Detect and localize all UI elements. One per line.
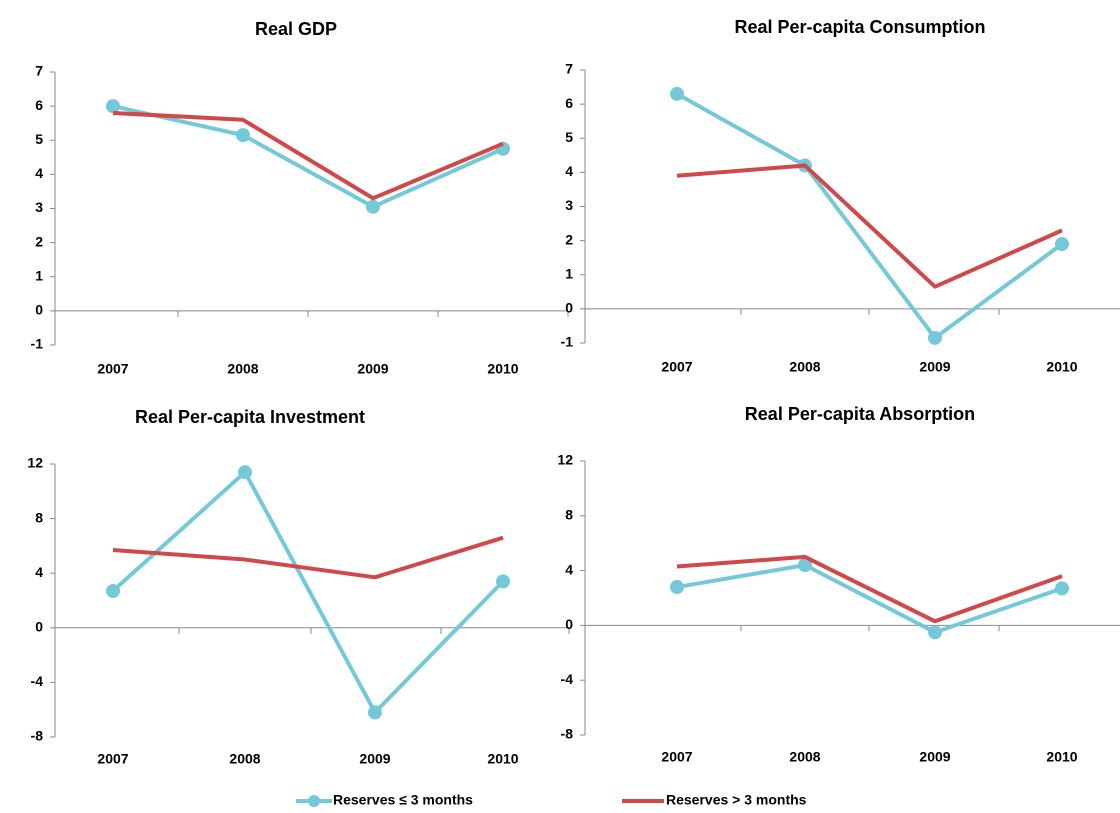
x-tick-label: 2007 [661, 359, 692, 375]
x-tick-label: 2009 [919, 749, 950, 765]
x-tick-label: 2008 [227, 361, 258, 377]
y-tick-label: 1 [565, 265, 573, 281]
y-tick-label: -8 [31, 728, 44, 744]
series-line [112, 104, 504, 209]
y-tick-label: 12 [27, 455, 43, 471]
data-point [366, 199, 380, 214]
y-tick-label: 7 [35, 63, 43, 79]
data-point [1055, 581, 1069, 596]
legend-marker [308, 795, 320, 807]
x-tick-label: 2009 [357, 361, 388, 377]
panel: Real GDP -1 0 1 2 3 4 5 6 7 2007 2008 2009 2010 [31, 19, 569, 377]
y-tick-label: 0 [35, 619, 43, 635]
y-tick-label: 2 [35, 233, 43, 249]
x-tick-label: 2008 [229, 751, 260, 767]
y-tick-label: 8 [35, 509, 43, 525]
x-tick-label: 2007 [97, 751, 128, 767]
data-point [496, 574, 510, 589]
y-tick-label: 4 [565, 561, 573, 577]
y-tick-label: 4 [35, 165, 43, 181]
legend-label: Reserves > 3 months [666, 792, 807, 808]
y-tick-label: 3 [35, 199, 43, 215]
series-line [676, 92, 1064, 340]
panel-title: Real Per-capita Consumption [734, 17, 985, 37]
y-tick-label: 0 [35, 302, 43, 318]
data-point [236, 128, 250, 143]
x-tick-label: 2008 [789, 359, 820, 375]
y-tick-label: 8 [565, 507, 573, 523]
y-tick-label: 4 [35, 564, 43, 580]
panel-title: Real Per-capita Investment [135, 407, 365, 427]
data-point [106, 99, 120, 114]
y-tick-label: -1 [561, 334, 574, 350]
y-tick-label: -8 [561, 726, 574, 742]
data-point [368, 705, 382, 720]
legend: Reserves ≤ 3 months Reserves > 3 months [296, 792, 807, 808]
y-tick-label: 4 [565, 163, 573, 179]
panel-title: Real GDP [255, 19, 337, 39]
y-tick-label: 12 [557, 452, 573, 468]
series-line [676, 563, 1063, 635]
x-tick-label: 2010 [487, 751, 518, 767]
legend-label: Reserves ≤ 3 months [333, 792, 473, 808]
data-point [670, 580, 684, 595]
y-tick-label: 5 [565, 129, 573, 145]
panel: Real Per-capita Investment -8 -4 0 4 8 12 2007 2… [27, 407, 570, 767]
data-point [238, 465, 252, 480]
panel: Real Per-capita Consumption -1 0 1 2 3 4 5 6 7 200… [561, 17, 1120, 375]
y-tick-label: 2 [565, 231, 573, 247]
data-point [1055, 237, 1069, 252]
x-tick-label: 2009 [919, 359, 950, 375]
data-point [798, 558, 812, 573]
y-tick-label: -4 [561, 671, 574, 687]
y-tick-label: 6 [565, 95, 573, 111]
series-line [112, 110, 504, 201]
y-tick-label: 6 [35, 97, 43, 113]
data-point [928, 625, 942, 640]
x-tick-label: 2007 [661, 749, 692, 765]
x-tick-label: 2009 [359, 751, 390, 767]
y-tick-label: 3 [565, 197, 573, 213]
y-tick-label: -4 [31, 673, 44, 689]
x-tick-label: 2008 [789, 749, 820, 765]
series-line [676, 163, 1063, 289]
x-tick-label: 2010 [487, 361, 518, 377]
y-tick-label: -1 [31, 336, 44, 352]
data-point [106, 583, 120, 598]
y-tick-label: 0 [565, 616, 573, 632]
y-tick-label: 7 [565, 61, 573, 77]
x-tick-label: 2010 [1046, 359, 1077, 375]
data-point [928, 330, 942, 345]
y-tick-label: 1 [35, 267, 43, 283]
x-tick-label: 2007 [97, 361, 128, 377]
series-line [111, 470, 505, 715]
series-line [676, 554, 1063, 624]
panel: Real Per-capita Absorption -8 -4 0 4 8 12 2007 2… [557, 404, 1120, 765]
series-line [112, 535, 504, 580]
panel-title: Real Per-capita Absorption [745, 404, 975, 424]
data-point [670, 86, 684, 101]
x-tick-label: 2010 [1046, 749, 1077, 765]
y-tick-label: 0 [565, 300, 573, 316]
y-tick-label: 5 [35, 131, 43, 147]
